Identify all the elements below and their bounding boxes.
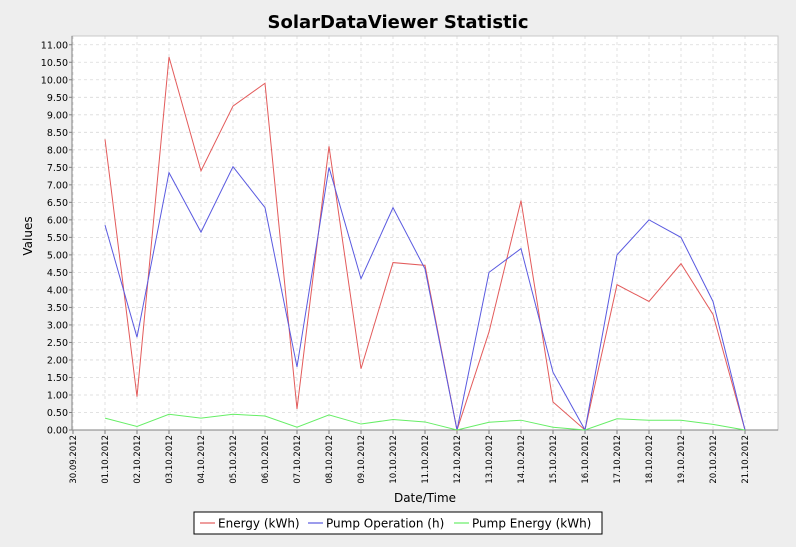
y-tick-label: 10.00 — [41, 75, 68, 86]
y-tick-label: 7.50 — [47, 163, 68, 174]
y-tick-label: 11.00 — [41, 40, 68, 51]
x-tick-label: 10.10.2012 — [389, 435, 399, 484]
legend-label: Energy (kWh) — [218, 517, 300, 531]
series-line-pump-operation — [104, 165, 746, 432]
y-tick-label: 4.00 — [47, 285, 68, 296]
plot-area — [72, 36, 778, 430]
x-tick-label: 21.10.2012 — [741, 435, 751, 484]
x-axis: 30.09.2012 01.10.2012 02.10.2012 03.10.2012… — [69, 429, 778, 484]
x-tick-label: 14.10.2012 — [517, 435, 527, 484]
y-tick-label: 9.50 — [47, 93, 68, 104]
y-axis-label: Values — [21, 216, 35, 255]
x-tick-label: 16.10.2012 — [581, 435, 591, 484]
x-tick-label: 03.10.2012 — [165, 435, 175, 484]
x-tick-label: 30.09.2012 — [69, 435, 79, 484]
y-tick-label: 4.50 — [47, 268, 68, 279]
x-tick-label: 15.10.2012 — [549, 435, 559, 484]
legend-item-energy: Energy (kWh) — [200, 517, 300, 531]
x-tick-label: 13.10.2012 — [485, 435, 495, 484]
legend-item-pump-operation: Pump Operation (h) — [308, 517, 444, 531]
y-tick-label: 3.00 — [47, 320, 68, 331]
y-tick-label: 0.50 — [47, 408, 68, 419]
x-tick-label: 20.10.2012 — [709, 435, 719, 484]
y-tick-label: 0.00 — [47, 426, 68, 437]
y-tick-label: 9.00 — [47, 110, 68, 121]
series-line-pump-energy — [104, 413, 746, 431]
legend-label: Pump Operation (h) — [326, 517, 444, 531]
y-tick-label: 5.50 — [47, 233, 68, 244]
x-tick-label: 02.10.2012 — [133, 435, 143, 484]
x-tick-label: 08.10.2012 — [325, 435, 335, 484]
y-tick-label: 10.50 — [41, 58, 68, 69]
legend-box — [193, 511, 603, 535]
x-tick-label: 17.10.2012 — [613, 435, 623, 484]
y-axis: 0.00 0.50 1.00 1.50 2.00 2.50 3.00 3.50 4.00 4.50… — [41, 36, 73, 437]
x-tick-label: 04.10.2012 — [197, 435, 207, 484]
series-line-energy — [104, 56, 746, 432]
y-tick-label: 2.00 — [47, 355, 68, 366]
y-tick-label: 1.00 — [47, 390, 68, 401]
legend: Energy (kWh) Pump Operation (h) Pump Energ… — [193, 511, 603, 535]
x-axis-label: Date/Time — [394, 491, 456, 505]
x-tick-label: 09.10.2012 — [357, 435, 367, 484]
y-tick-label: 8.00 — [47, 145, 68, 156]
x-tick-label: 12.10.2012 — [453, 435, 463, 484]
x-tick-label: 01.10.2012 — [101, 435, 111, 484]
x-tick-label: 06.10.2012 — [261, 435, 271, 484]
y-tick-label: 8.50 — [47, 128, 68, 139]
chart-title: SolarDataViewer Statistic — [268, 12, 529, 33]
x-tick-label: 18.10.2012 — [645, 435, 655, 484]
series-lines — [104, 56, 746, 432]
y-tick-label: 5.00 — [47, 250, 68, 261]
y-tick-label: 1.50 — [47, 373, 68, 384]
y-tick-label: 3.50 — [47, 303, 68, 314]
legend-item-pump-energy: Pump Energy (kWh) — [454, 517, 591, 531]
y-tick-label: 2.50 — [47, 338, 68, 349]
x-tick-label: 11.10.2012 — [421, 435, 431, 484]
legend-label: Pump Energy (kWh) — [472, 517, 591, 531]
y-tick-label: 6.00 — [47, 215, 68, 226]
x-tick-label: 19.10.2012 — [677, 435, 687, 484]
x-tick-label: 07.10.2012 — [293, 435, 303, 484]
y-tick-label: 6.50 — [47, 198, 68, 209]
y-tick-label: 7.00 — [47, 180, 68, 191]
x-tick-label: 05.10.2012 — [229, 435, 239, 484]
